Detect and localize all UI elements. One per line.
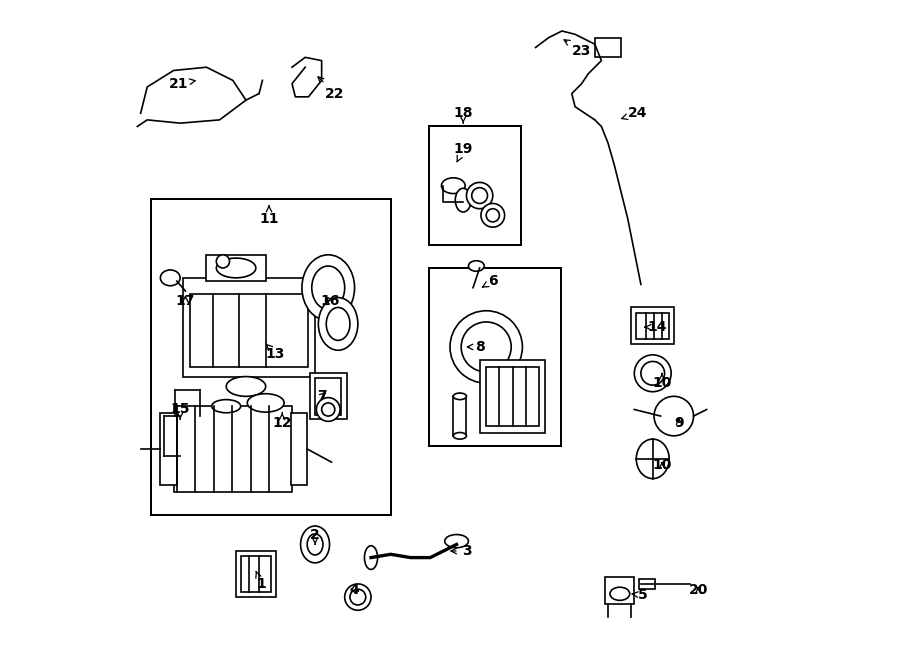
Bar [631,307,674,344]
Ellipse shape [350,589,365,605]
Ellipse shape [226,377,266,397]
Text: 18: 18 [454,106,473,123]
Ellipse shape [327,307,350,340]
Text: 11: 11 [259,206,279,225]
Ellipse shape [636,439,670,479]
Bar [310,373,346,419]
Bar [429,268,561,446]
Ellipse shape [160,270,180,286]
Ellipse shape [468,260,484,271]
Ellipse shape [466,182,493,209]
Bar [595,38,621,58]
Bar [315,378,341,414]
Bar [184,278,315,377]
Bar [160,412,176,485]
Text: 5: 5 [632,588,648,602]
Text: 19: 19 [454,143,473,162]
Bar [236,551,275,597]
Ellipse shape [345,584,371,610]
Text: 20: 20 [688,584,707,598]
Bar [190,294,309,367]
Ellipse shape [212,400,240,412]
Text: 24: 24 [622,106,647,120]
Text: 6: 6 [482,274,498,288]
Bar [150,199,391,515]
Ellipse shape [319,297,358,350]
Text: 14: 14 [644,320,667,334]
Text: 15: 15 [170,403,190,419]
Ellipse shape [454,393,466,400]
Ellipse shape [472,188,488,204]
Bar [605,577,634,603]
Ellipse shape [610,587,630,600]
Bar [240,556,271,592]
Ellipse shape [486,209,500,222]
Ellipse shape [302,254,355,321]
Ellipse shape [634,355,671,392]
Text: 7: 7 [317,389,327,403]
Text: 3: 3 [451,544,472,558]
Text: 1: 1 [256,571,266,591]
Text: 10: 10 [652,459,671,473]
Ellipse shape [445,535,468,548]
Text: 17: 17 [176,294,195,308]
Ellipse shape [301,526,329,563]
Text: 8: 8 [467,340,484,354]
Ellipse shape [461,322,511,372]
Ellipse shape [321,403,335,416]
Ellipse shape [455,188,471,212]
Bar [636,313,670,339]
Ellipse shape [441,178,465,194]
Ellipse shape [216,254,230,268]
Text: 16: 16 [320,294,340,308]
Ellipse shape [654,397,694,436]
Bar [206,254,266,281]
Ellipse shape [450,311,522,383]
Text: 4: 4 [350,584,359,598]
Ellipse shape [248,394,284,412]
Ellipse shape [364,546,378,569]
Bar [429,126,521,245]
Text: 2: 2 [310,527,320,544]
Bar [480,360,545,432]
Bar [174,407,292,492]
Text: 13: 13 [266,344,285,360]
Bar [486,367,539,426]
Ellipse shape [216,258,256,278]
Ellipse shape [641,362,664,385]
Text: 12: 12 [273,413,292,430]
Text: 9: 9 [674,416,684,430]
Text: 22: 22 [318,77,345,100]
Ellipse shape [317,398,340,421]
Bar [454,397,466,436]
Text: 23: 23 [564,40,591,58]
Bar [639,578,655,588]
Ellipse shape [307,534,323,555]
Text: 21: 21 [169,77,195,91]
Ellipse shape [311,266,345,309]
Ellipse shape [454,432,466,439]
Text: 10: 10 [652,373,671,390]
Ellipse shape [481,204,505,227]
Bar [291,412,307,485]
